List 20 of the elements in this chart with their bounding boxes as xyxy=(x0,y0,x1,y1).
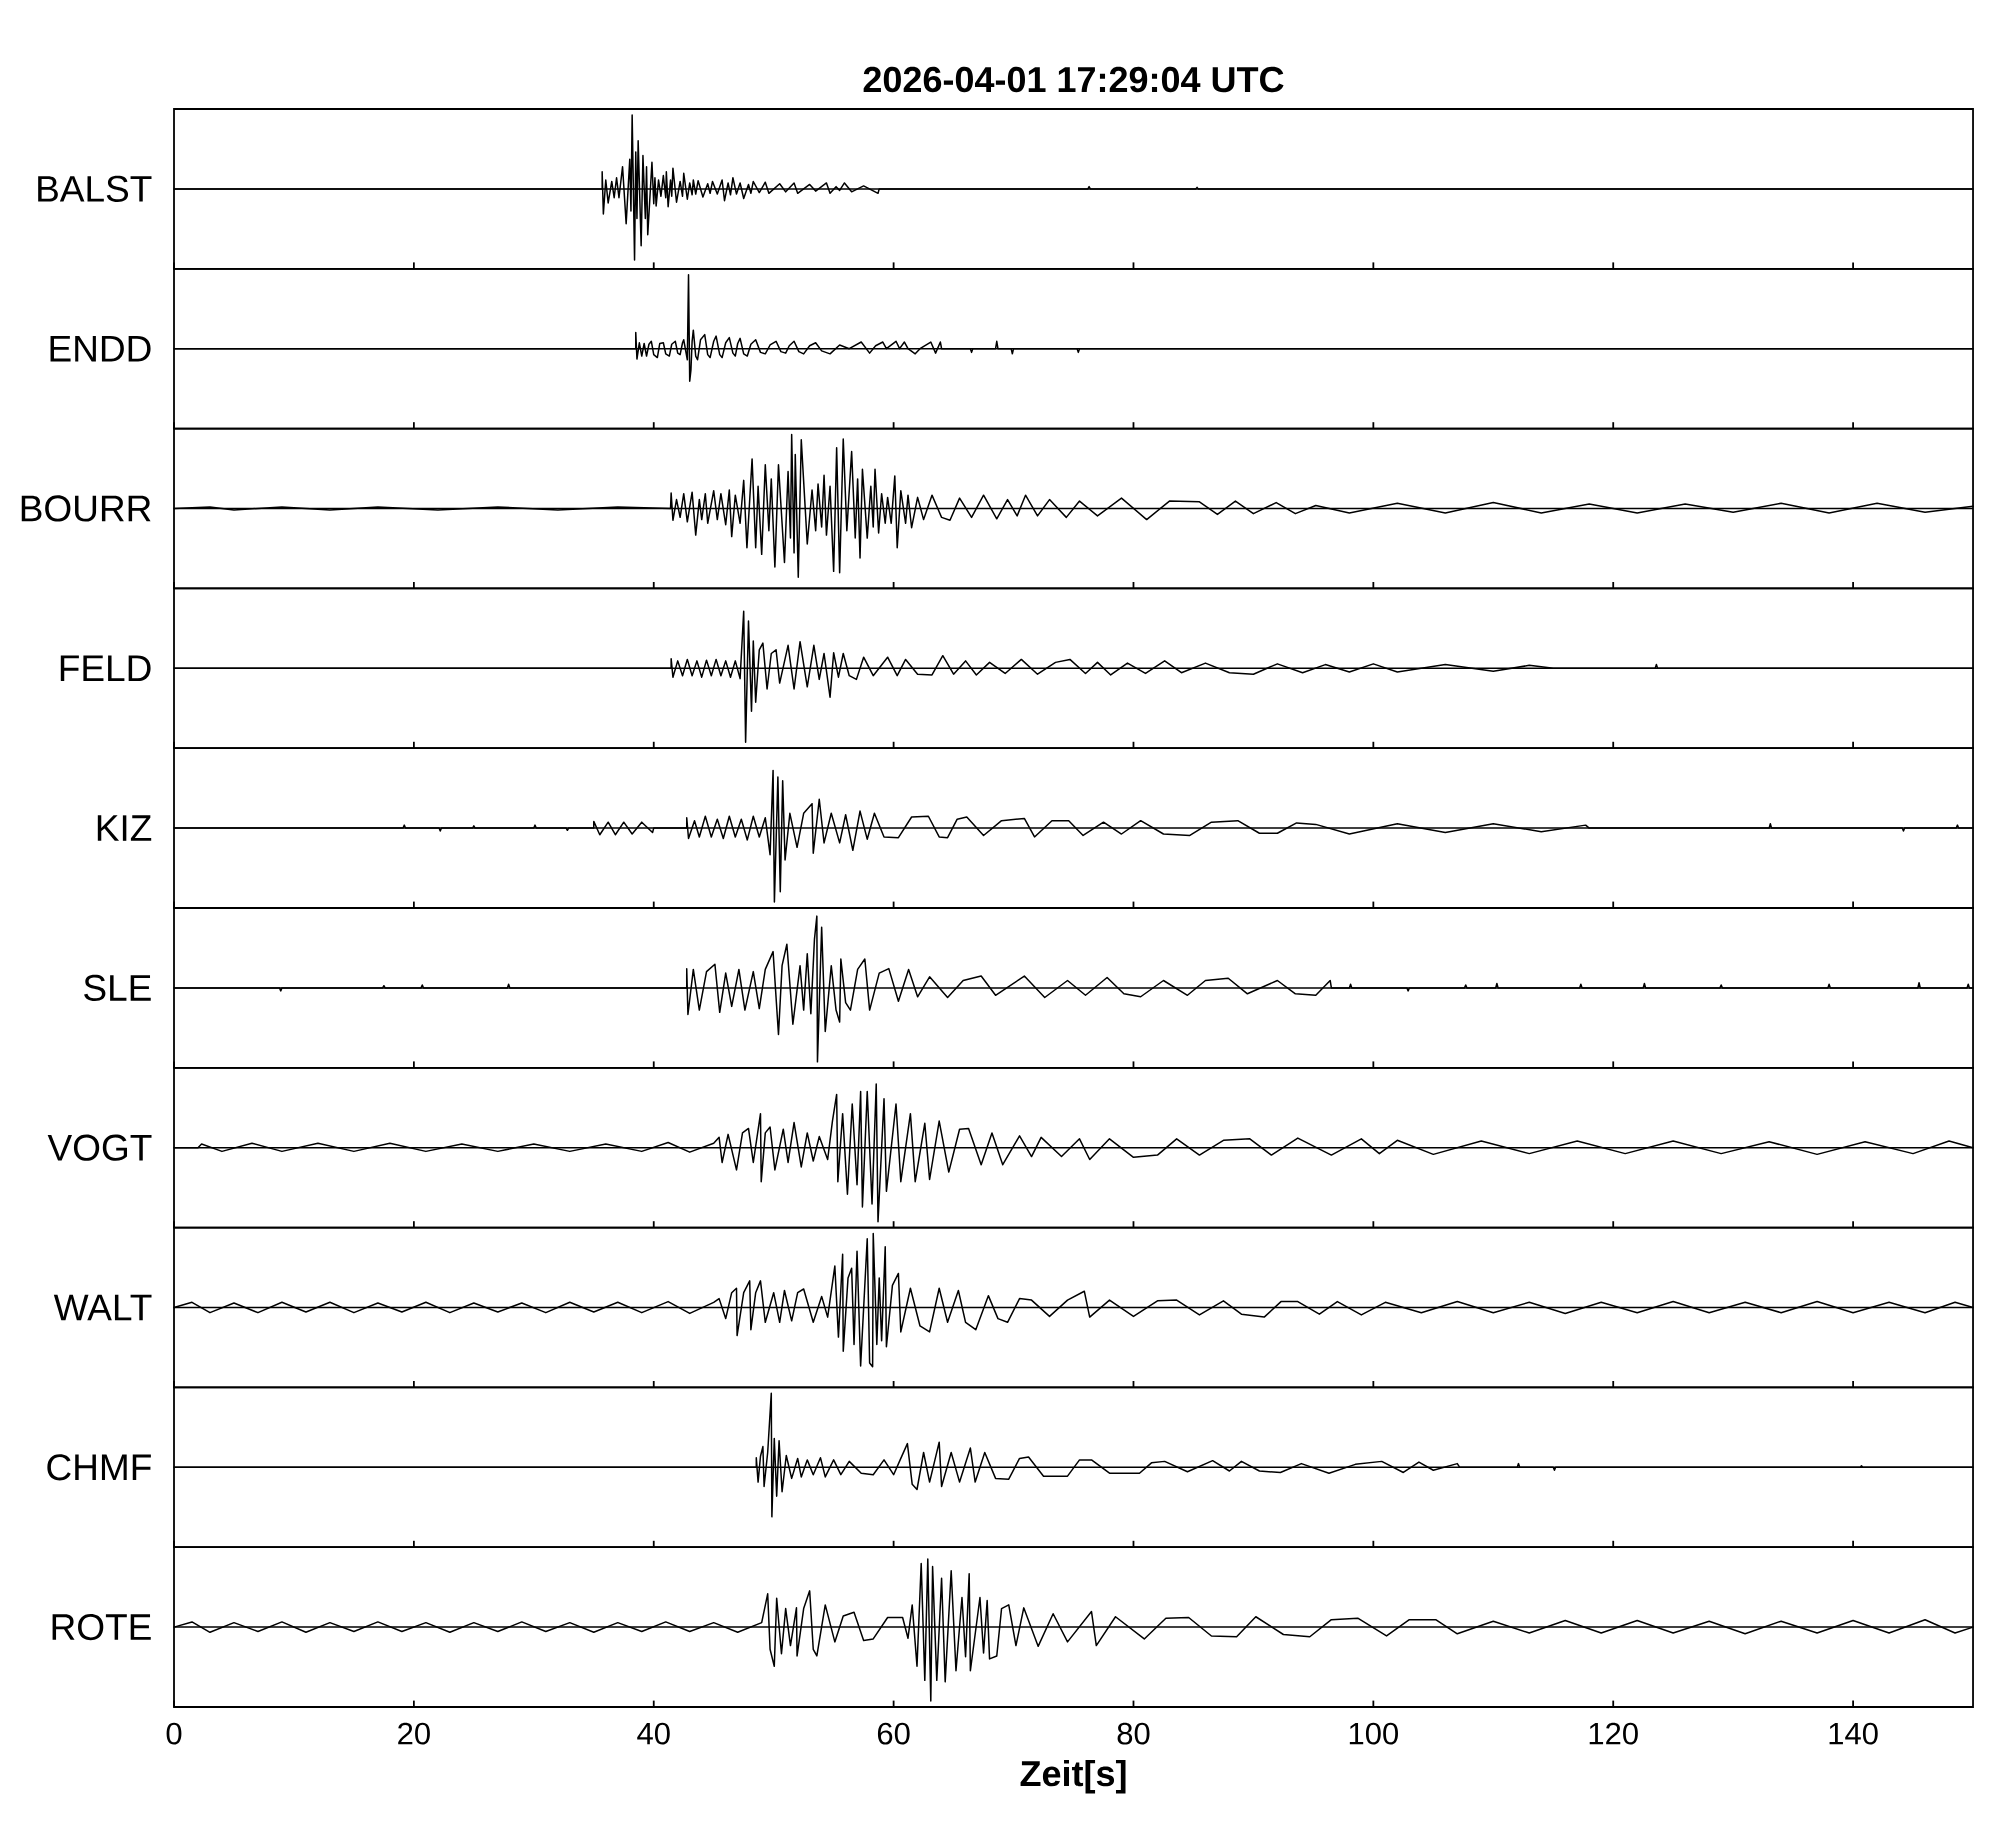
x-tick-label: 100 xyxy=(1349,1722,1398,1745)
x-axis-title: Zeit[s] xyxy=(1020,1759,1126,1794)
y-axis-title: ENDD xyxy=(50,335,151,362)
x-tick-label: 140 xyxy=(1829,1722,1878,1745)
x-tick-label: 20 xyxy=(398,1722,430,1745)
x-tick-label: 80 xyxy=(1117,1722,1150,1745)
y-axis-title: VOGT xyxy=(47,1134,152,1161)
y-axis-title: CHMF xyxy=(47,1454,151,1481)
y-axis-title: KIZ xyxy=(97,815,152,841)
x-tick-label: 60 xyxy=(877,1722,910,1745)
y-axis-title: SLE xyxy=(84,974,151,1001)
x-tick-label: 120 xyxy=(1589,1722,1638,1745)
x-tick-label: 0 xyxy=(166,1722,182,1745)
y-axis-title: FELD xyxy=(60,655,151,682)
x-tick-label: 40 xyxy=(637,1722,670,1745)
y-axis-title: BALST xyxy=(38,175,152,202)
chart-title: 2026-04-01 17:29:04 UTC xyxy=(863,66,1284,93)
y-axis-title: ROTE xyxy=(52,1613,151,1641)
y-axis-title: WALT xyxy=(53,1294,152,1321)
y-axis-title: BOURR xyxy=(21,495,151,522)
